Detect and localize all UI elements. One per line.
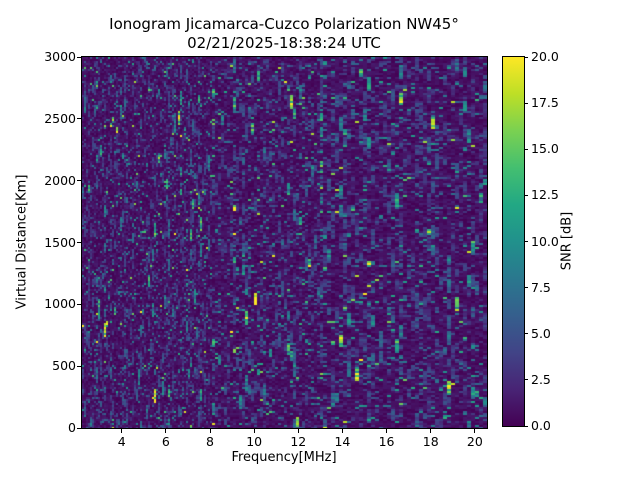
y-tick-mark xyxy=(77,56,81,58)
colorbar-tick-mark xyxy=(525,287,528,289)
x-tick-label: 14 xyxy=(334,434,351,449)
colorbar-tick-label: 0.0 xyxy=(531,418,551,433)
colorbar-tick-mark xyxy=(525,379,528,381)
colorbar-tick-mark xyxy=(525,333,528,335)
colorbar-tick-label: 12.5 xyxy=(531,187,559,203)
colorbar-tick-label: 2.5 xyxy=(531,371,551,387)
x-tick-mark xyxy=(386,429,388,433)
x-tick-label: 20 xyxy=(466,434,483,449)
y-tick-label: 3000 xyxy=(44,49,76,64)
x-tick-mark xyxy=(253,429,255,433)
x-tick-label: 16 xyxy=(378,434,395,449)
colorbar-gradient xyxy=(503,57,524,426)
y-tick-label: 1000 xyxy=(44,296,76,312)
y-tick-mark xyxy=(77,242,81,243)
x-axis-label: Frequency[MHz] xyxy=(231,450,337,465)
colorbar-tick-mark xyxy=(525,148,528,150)
chart-title: Ionogram Jicamarca-Cuzco Polarization NW… xyxy=(109,15,459,52)
colorbar-tick-mark xyxy=(525,102,528,104)
y-tick-label: 500 xyxy=(52,358,76,374)
y-tick-mark xyxy=(77,365,81,367)
colorbar-tick-mark xyxy=(525,194,528,196)
colorbar-tick-label: 5.0 xyxy=(531,325,551,341)
colorbar-tick-mark xyxy=(525,425,528,427)
y-tick-label: 2500 xyxy=(44,110,76,126)
colorbar-tick-mark xyxy=(525,241,528,242)
x-tick-label: 6 xyxy=(161,434,170,449)
colorbar-tick-mark xyxy=(525,56,528,58)
plot-area xyxy=(81,56,488,429)
x-tick-mark xyxy=(430,429,432,433)
colorbar-label: SNR [dB] xyxy=(559,211,575,271)
y-tick-label: 1500 xyxy=(44,234,76,250)
y-tick-mark xyxy=(77,118,81,120)
y-tick-mark xyxy=(77,427,81,429)
x-tick-mark xyxy=(209,429,211,433)
x-tick-mark xyxy=(121,429,123,433)
colorbar-tick-label: 20.0 xyxy=(531,49,559,64)
x-tick-label: 18 xyxy=(422,434,439,449)
x-tick-mark xyxy=(341,429,343,433)
y-tick-mark xyxy=(77,180,81,182)
ionogram-heatmap xyxy=(82,57,487,428)
x-tick-mark xyxy=(165,429,167,433)
y-axis-label: Virtual Distance[Km] xyxy=(14,174,30,310)
x-tick-label: 8 xyxy=(206,434,214,449)
y-tick-label: 2000 xyxy=(44,172,76,188)
x-tick-label: 4 xyxy=(117,434,126,449)
x-tick-label: 10 xyxy=(246,434,263,449)
colorbar-tick-label: 10.0 xyxy=(531,233,559,249)
x-tick-label: 12 xyxy=(290,434,307,449)
colorbar xyxy=(502,56,525,427)
x-tick-mark xyxy=(474,429,476,433)
y-tick-mark xyxy=(77,303,81,305)
chart-title-line1: Ionogram Jicamarca-Cuzco Polarization NW… xyxy=(109,15,459,33)
colorbar-tick-label: 17.5 xyxy=(531,95,559,111)
chart-title-line2: 02/21/2025-18:38:24 UTC xyxy=(187,33,381,52)
y-tick-label: 0 xyxy=(68,420,76,435)
colorbar-tick-label: 7.5 xyxy=(531,279,551,295)
colorbar-tick-label: 15.0 xyxy=(531,141,559,157)
x-tick-mark xyxy=(297,429,299,433)
